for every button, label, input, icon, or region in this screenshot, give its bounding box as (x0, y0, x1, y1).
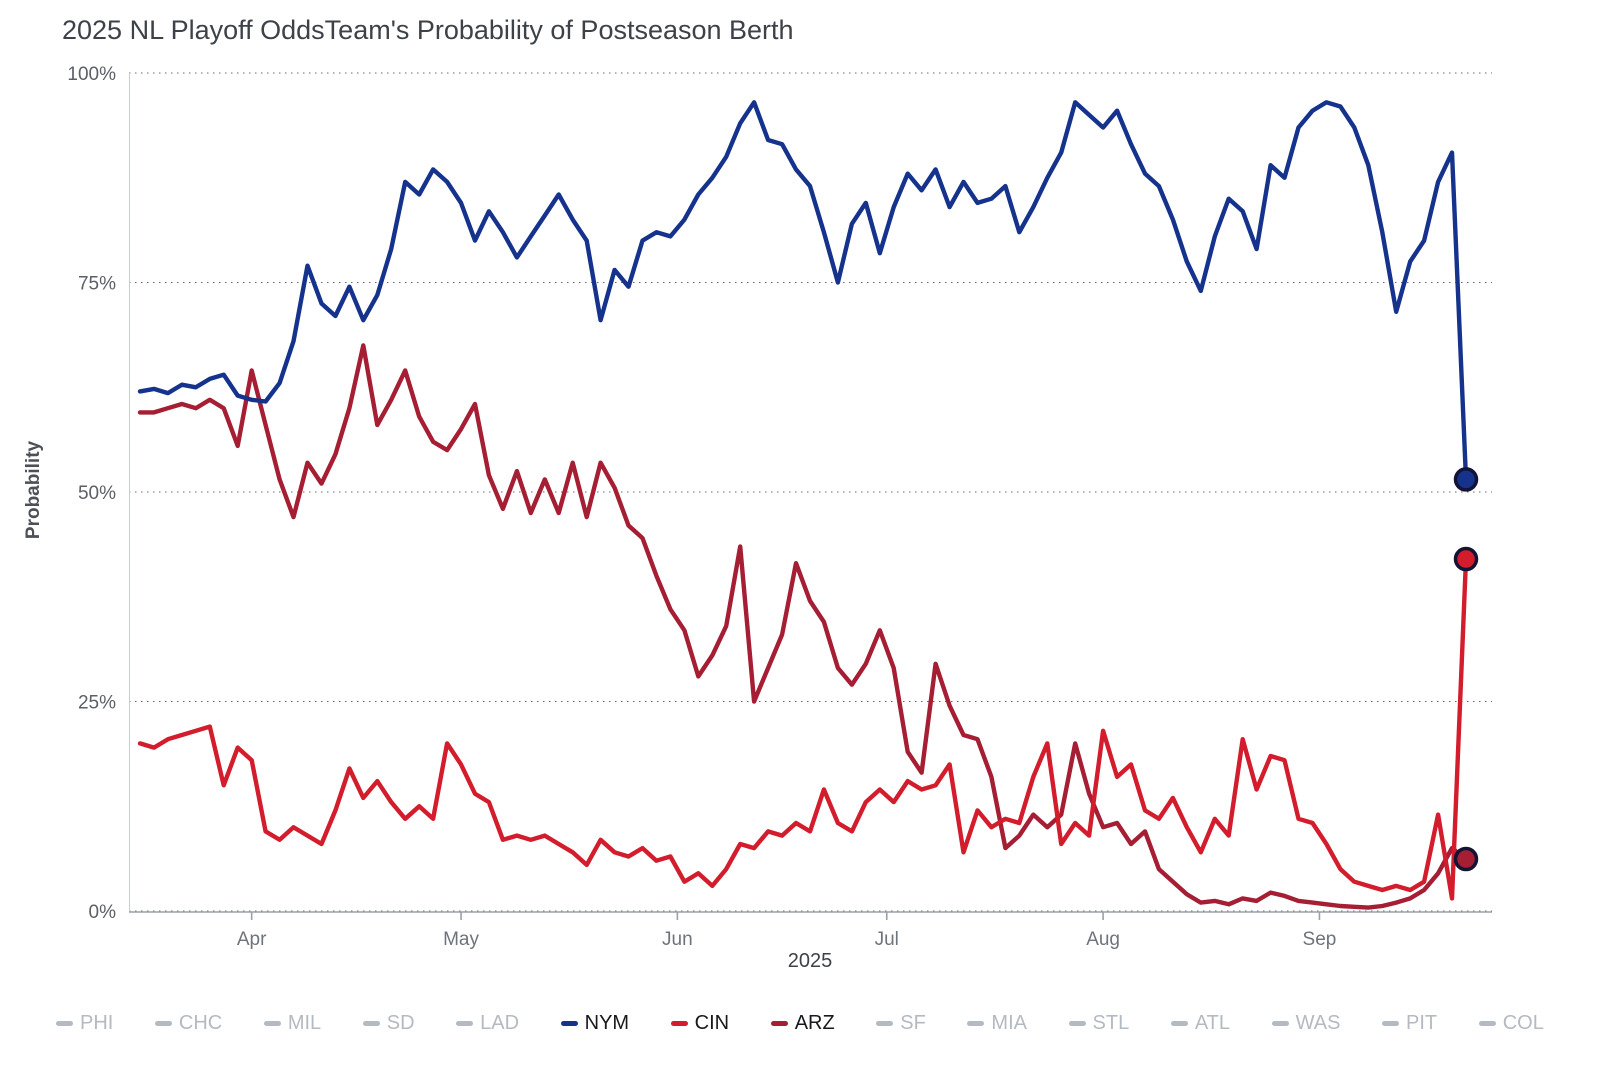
series-line-CIN (137, 556, 1469, 901)
legend-label: WAS (1295, 1012, 1341, 1034)
y-tick-label-100: 100% (67, 64, 116, 85)
legend-item-cin[interactable]: CIN (670, 1012, 730, 1035)
series-line-NYM (137, 100, 1469, 482)
x-tick-label-Jul: Jul (875, 929, 899, 950)
legend-label: ATL (1194, 1012, 1231, 1034)
legend-item-chc[interactable]: CHC (154, 1012, 223, 1035)
legend-swatch-chc (154, 1021, 172, 1026)
chart-subtitle: Team's Probability of Postseason Berth (324, 15, 794, 45)
legend-swatch-nym (560, 1021, 578, 1026)
legend-swatch-arz (770, 1021, 788, 1026)
legend-label: LAD (480, 1012, 520, 1034)
legend-item-sf[interactable]: SF (876, 1012, 926, 1035)
legend-item-atl[interactable]: ATL (1170, 1012, 1231, 1035)
legend-swatch-sd (362, 1021, 380, 1026)
legend: PHI CHC MIL SD LAD NYM CIN ARZ SF MIA STL ATL WAS PIT… (0, 1012, 1600, 1035)
legend-label: STL (1092, 1012, 1130, 1034)
legend-item-pit[interactable]: PIT (1382, 1012, 1437, 1035)
legend-item-lad[interactable]: LAD (456, 1012, 519, 1035)
legend-swatch-phi (56, 1021, 73, 1026)
legend-label: CHC (178, 1012, 223, 1034)
legend-swatch-lad (456, 1021, 474, 1026)
legend-item-sd[interactable]: SD (362, 1012, 415, 1035)
x-tick-label-Jun: Jun (662, 929, 693, 950)
legend-label: MIL (287, 1012, 322, 1034)
legend-item-phi[interactable]: PHI (56, 1012, 113, 1035)
legend-label: PIT (1406, 1012, 1438, 1034)
legend-item-arz[interactable]: ARZ (770, 1012, 835, 1035)
chart-title: 2025 NL Playoff Odds (62, 15, 325, 45)
legend-item-col[interactable]: COL (1478, 1012, 1544, 1035)
endpoint-dot-ARZ (1453, 846, 1479, 872)
x-tick-label-Sep: Sep (1303, 929, 1337, 950)
endpoint-dot-NYM (1453, 467, 1479, 492)
legend-label: SD (386, 1012, 415, 1034)
legend-item-mia[interactable]: MIA (967, 1012, 1027, 1035)
legend-label: PHI (80, 1012, 114, 1034)
legend-item-stl[interactable]: STL (1068, 1012, 1130, 1035)
legend-swatch-stl (1068, 1021, 1086, 1026)
legend-swatch-mia (967, 1021, 985, 1026)
legend-label: ARZ (794, 1012, 835, 1034)
y-tick-label-75: 75% (78, 274, 116, 295)
legend-label: NYM (584, 1012, 630, 1034)
legend-label: MIA (991, 1012, 1027, 1034)
series-line-ARZ (137, 343, 1469, 910)
legend-swatch-sf (876, 1021, 894, 1026)
legend-item-was[interactable]: WAS (1271, 1012, 1341, 1035)
chart-title-row: 2025 NL Playoff OddsTeam's Probability o… (62, 15, 794, 46)
y-tick-label-25: 25% (78, 693, 116, 714)
legend-label: COL (1502, 1012, 1544, 1034)
legend-item-mil[interactable]: MIL (263, 1012, 322, 1035)
x-tick-label-May: May (443, 929, 479, 950)
legend-swatch-was (1271, 1021, 1289, 1026)
y-tick-label-50: 50% (78, 483, 116, 504)
legend-swatch-col (1478, 1021, 1496, 1026)
x-axis-title: 2025 (787, 950, 833, 972)
legend-swatch-cin (670, 1021, 688, 1026)
x-tick-label-Aug: Aug (1086, 929, 1120, 950)
legend-swatch-mil (263, 1021, 281, 1026)
legend-swatch-pit (1382, 1021, 1399, 1026)
endpoint-dot-CIN (1453, 546, 1479, 572)
legend-label: SF (900, 1012, 926, 1034)
y-tick-label-0: 0% (89, 902, 117, 923)
legend-swatch-atl (1170, 1021, 1188, 1026)
x-tick-label-Apr: Apr (237, 929, 267, 950)
legend-label: CIN (694, 1012, 730, 1034)
legend-item-nym[interactable]: NYM (560, 1012, 630, 1035)
